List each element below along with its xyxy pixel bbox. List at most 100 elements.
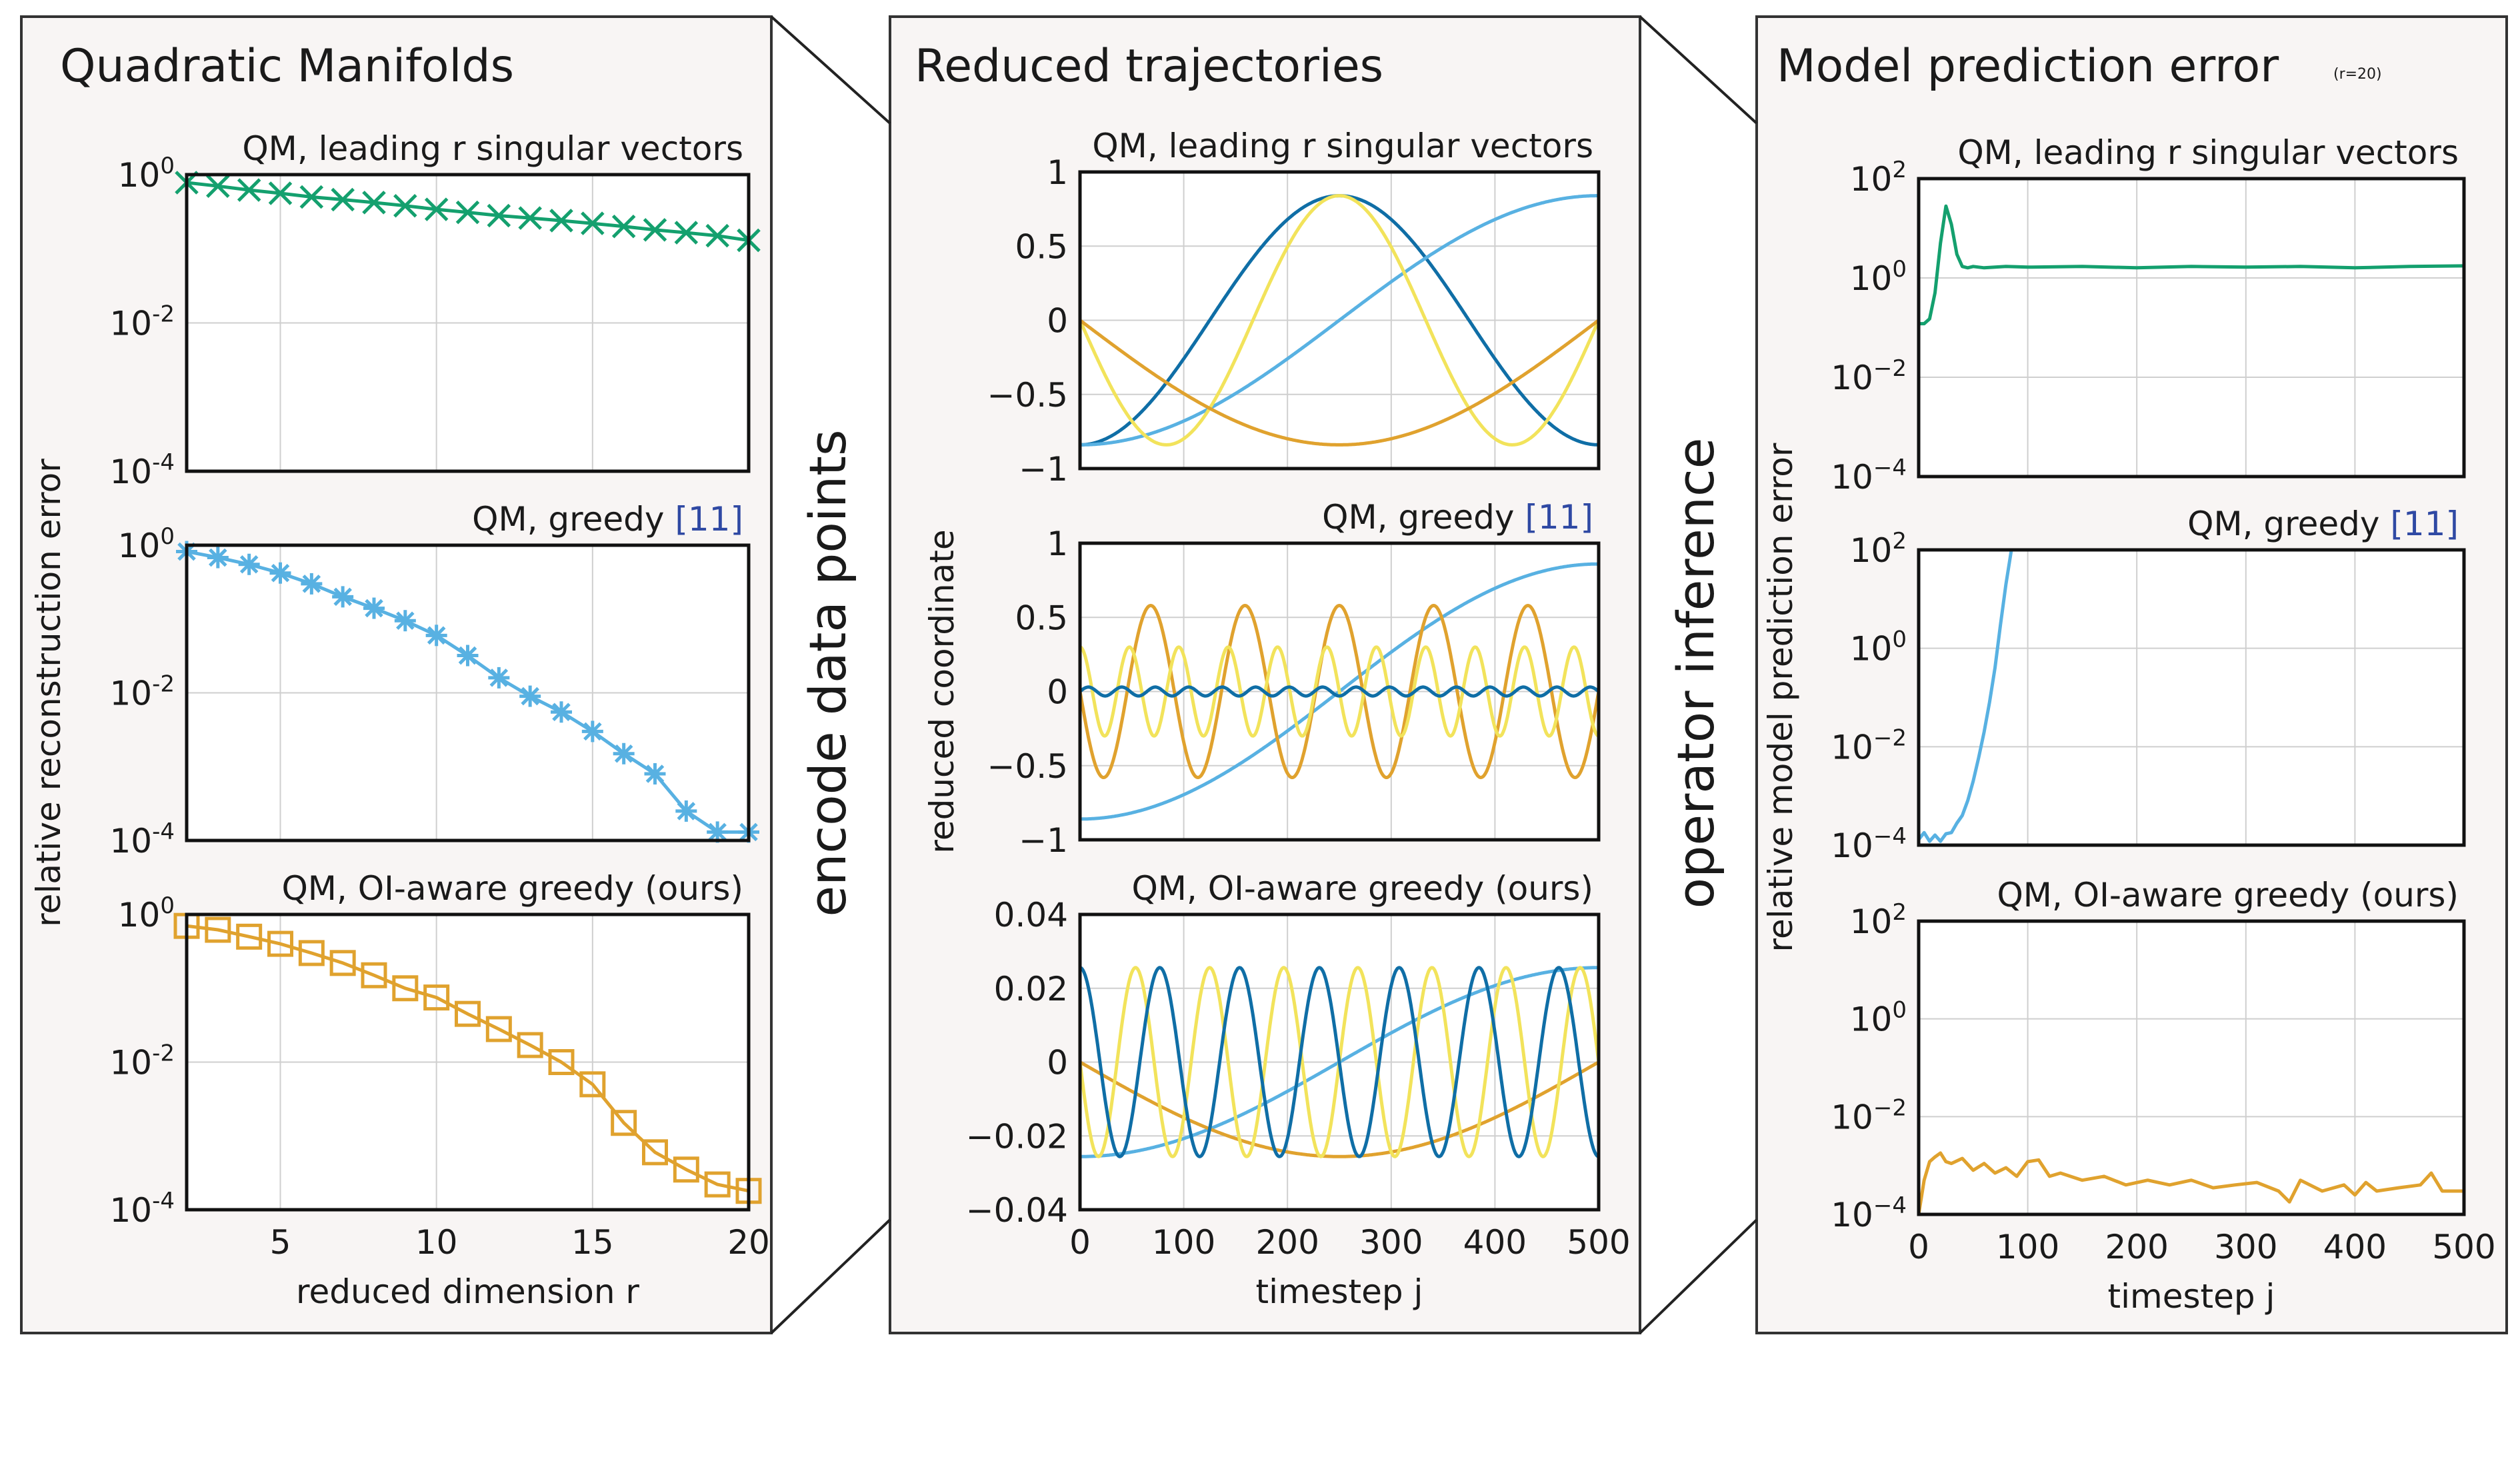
x-tick-label: 200 [2105,1228,2168,1266]
data-point-marker [705,223,729,248]
data-point-marker [298,940,325,966]
chart-qm-greedy-trajectories: 1 0.5 0 −0.5 −1 QM, greedy [11] reduced coordi… [923,498,1601,860]
data-point-marker [237,178,261,202]
y-tick-label: 1 [1047,525,1068,563]
plot-frame [1078,912,1601,1212]
y-tick-label: −0.04 [966,1191,1068,1230]
y-tick-label: −1 [1019,821,1068,860]
y-tick-label: −0.02 [966,1117,1068,1156]
y-tick-label: 102 [1850,157,1907,199]
y-tick-label: 10−4 [1831,823,1907,865]
plot-frame [1917,177,2466,479]
data-point-marker [519,685,541,707]
y-tick-label: 0 [1047,673,1068,712]
x-tick-label: 300 [2214,1228,2277,1266]
panel-title-trajectories: Reduced trajectories [915,40,1383,93]
plot-frame [1917,548,2466,847]
plot-frame [1078,170,1601,471]
x-tick-label: 5 [270,1223,291,1262]
data-point-marker [613,742,635,764]
y-tick-label: −0.5 [987,747,1068,786]
series-line-leading-r-singular-vectors [1919,204,2464,326]
y-tick-label: 100 [118,892,175,934]
panel-note-prediction: (r=20) [2333,66,2382,83]
series-line-mode-4 [1080,685,1599,698]
series-line-greedy [1919,550,2013,843]
series-line-mode-4 [1080,319,1599,447]
plot-area [1919,921,2464,1214]
data-point-marker [205,916,231,943]
panel-title-reconstruction: Quadratic Manifolds [60,40,514,93]
data-point-marker [392,975,419,1002]
subplot-title: QM, OI-aware greedy (ours) [1131,869,1593,908]
x-tick-label: 10 [415,1223,458,1262]
data-point-marker [455,1000,481,1027]
data-point-marker [517,1032,543,1058]
y-axis-label: reduced coordinate [923,529,961,853]
x-tick-label: 20 [727,1223,770,1262]
data-point-marker [643,218,667,242]
connector-line-bottom-right [1639,1218,1758,1334]
plot-frame [1078,541,1601,842]
data-point-marker [548,1049,575,1075]
data-point-marker [581,211,605,235]
y-tick-label: 1 [1047,153,1068,192]
series-line-mode-3 [1080,194,1599,447]
data-point-marker [424,197,449,221]
series-line-mode-3 [1080,645,1599,738]
data-point-marker [673,1156,699,1183]
series-line-oi-aware-greedy [1919,1151,2464,1214]
data-point-marker [551,701,572,723]
data-point-marker [329,950,356,976]
subplot-title: QM, OI-aware greedy (ours) [281,869,743,908]
y-tick-label: −1 [1019,450,1068,489]
data-point-marker [238,553,260,575]
data-point-marker [207,547,229,569]
y-tick-label: 0 [1047,1044,1068,1082]
data-point-marker [394,610,416,632]
connector-line-bottom-left [770,1218,891,1334]
subplot-title: QM, greedy [11] [1322,498,1593,537]
data-point-marker [236,923,263,950]
chart-qm-leading-trajectories: 1 0.5 0 −0.5 −1 QM, leading r singular vector… [987,127,1601,489]
series-line-mode-2 [1080,604,1599,779]
plot-frame [1917,919,2466,1216]
data-point-marker [707,821,729,843]
subplot-title: QM, OI-aware greedy (ours) [1997,876,2459,914]
series-line-oi-aware-greedy [187,924,749,1193]
x-tick-label: 100 [1152,1223,1215,1262]
data-point-marker [487,203,511,228]
data-point-marker [611,1110,637,1136]
x-tick-label: 100 [1996,1228,2059,1266]
plot-frame [185,912,751,1212]
subplot-title: QM, leading r singular vectors [242,129,743,168]
x-tick-label: 300 [1359,1223,1423,1262]
y-tick-label: 0.02 [994,970,1068,1008]
subplot-title: QM, greedy [11] [472,500,743,539]
x-tick-label: 500 [1567,1223,1630,1262]
series-line-mode-2 [1080,194,1599,447]
y-tick-label: 0.5 [1015,599,1068,637]
data-point-marker [674,221,699,245]
subplot-title: QM, leading r singular vectors [1957,133,2459,172]
y-axis-label: relative reconstruction error [29,459,68,927]
data-point-marker [485,1016,512,1042]
series-line-mode-4 [1080,966,1599,1158]
y-tick-label: 0.04 [994,896,1068,934]
series-line-mode-2 [1080,1060,1599,1158]
data-point-marker [581,721,603,742]
data-point-marker [423,984,450,1011]
y-tick-label: 10-4 [109,818,175,860]
x-tick-label: 400 [1463,1223,1527,1262]
x-tick-label: 400 [2323,1228,2387,1266]
data-point-marker [393,193,417,218]
connector-line-top-right [1639,15,1758,125]
data-point-marker [579,1071,606,1098]
data-point-marker [267,930,293,957]
data-point-marker [299,185,324,209]
data-point-marker [361,962,387,988]
